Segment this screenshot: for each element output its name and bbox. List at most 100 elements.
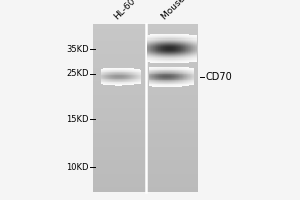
Bar xyxy=(160,41,161,42)
Bar xyxy=(122,78,123,79)
Bar xyxy=(163,47,164,48)
Bar xyxy=(185,74,186,75)
Bar xyxy=(171,57,172,58)
Bar xyxy=(180,69,181,70)
Bar xyxy=(134,76,135,77)
Bar xyxy=(182,55,183,56)
Bar xyxy=(166,79,167,80)
Bar xyxy=(118,79,119,80)
Bar xyxy=(165,36,166,37)
Bar xyxy=(160,83,161,84)
Bar xyxy=(161,71,162,72)
Bar xyxy=(182,43,183,44)
Bar xyxy=(162,80,163,81)
Bar xyxy=(195,44,196,45)
Bar xyxy=(175,82,176,83)
Bar xyxy=(166,73,167,74)
Bar xyxy=(159,57,160,58)
Bar xyxy=(165,55,166,56)
Bar xyxy=(161,85,162,86)
Bar xyxy=(171,61,172,62)
Bar xyxy=(149,73,150,74)
Bar xyxy=(152,84,153,85)
Bar xyxy=(175,50,176,51)
Bar xyxy=(187,50,188,51)
Bar xyxy=(132,68,133,69)
Bar xyxy=(118,76,119,77)
Bar xyxy=(182,47,183,48)
Bar xyxy=(172,48,173,50)
Bar xyxy=(111,70,112,71)
Bar xyxy=(178,56,179,57)
Bar xyxy=(192,37,193,38)
Bar xyxy=(152,74,153,75)
Bar xyxy=(167,83,168,84)
Bar xyxy=(187,44,188,45)
Bar xyxy=(138,73,139,74)
Bar xyxy=(125,74,126,75)
Bar xyxy=(100,81,101,82)
Bar xyxy=(156,36,157,37)
Bar xyxy=(159,45,160,46)
Bar xyxy=(123,79,124,80)
Bar xyxy=(193,75,194,76)
Bar xyxy=(117,73,118,74)
Bar xyxy=(181,52,182,53)
Bar xyxy=(179,71,180,72)
Bar xyxy=(181,70,182,71)
Bar xyxy=(160,77,161,78)
Bar xyxy=(165,48,166,50)
Bar xyxy=(154,50,155,51)
Bar xyxy=(93,135,198,137)
Bar xyxy=(176,62,177,63)
Bar xyxy=(184,53,185,54)
Bar xyxy=(168,61,169,62)
Bar xyxy=(165,41,166,42)
Bar xyxy=(181,37,182,38)
Bar xyxy=(186,34,187,35)
Bar xyxy=(153,61,154,62)
Bar xyxy=(156,82,157,83)
Bar xyxy=(124,80,125,81)
Bar xyxy=(180,51,181,52)
Bar xyxy=(164,56,165,57)
Bar xyxy=(122,83,123,84)
Bar xyxy=(93,113,198,115)
Bar xyxy=(101,71,102,72)
Bar xyxy=(172,74,173,75)
Bar xyxy=(114,80,115,81)
Bar xyxy=(151,76,152,77)
Bar xyxy=(136,76,137,77)
Bar xyxy=(172,62,173,63)
Bar xyxy=(170,80,171,81)
Bar xyxy=(155,62,156,63)
Bar xyxy=(191,81,192,82)
Bar xyxy=(155,45,156,46)
Bar xyxy=(111,68,112,69)
Bar xyxy=(167,37,168,38)
Bar xyxy=(170,57,171,58)
Bar xyxy=(163,48,164,50)
Bar xyxy=(161,68,162,69)
Bar xyxy=(135,79,136,80)
Bar xyxy=(118,75,119,76)
Bar xyxy=(93,93,198,95)
Bar xyxy=(181,76,182,77)
Bar xyxy=(184,68,185,69)
Bar xyxy=(116,83,117,84)
Bar xyxy=(180,43,181,44)
Bar xyxy=(188,41,189,42)
Bar xyxy=(187,42,188,43)
Bar xyxy=(185,61,186,62)
Bar xyxy=(119,76,120,77)
Bar xyxy=(192,80,193,81)
Bar xyxy=(162,46,163,47)
Bar xyxy=(148,41,149,42)
Bar xyxy=(159,80,160,81)
Bar xyxy=(113,70,114,71)
Bar xyxy=(112,77,113,78)
Bar xyxy=(148,78,149,79)
Bar xyxy=(161,80,162,81)
Bar xyxy=(129,78,130,79)
Bar xyxy=(165,85,166,86)
